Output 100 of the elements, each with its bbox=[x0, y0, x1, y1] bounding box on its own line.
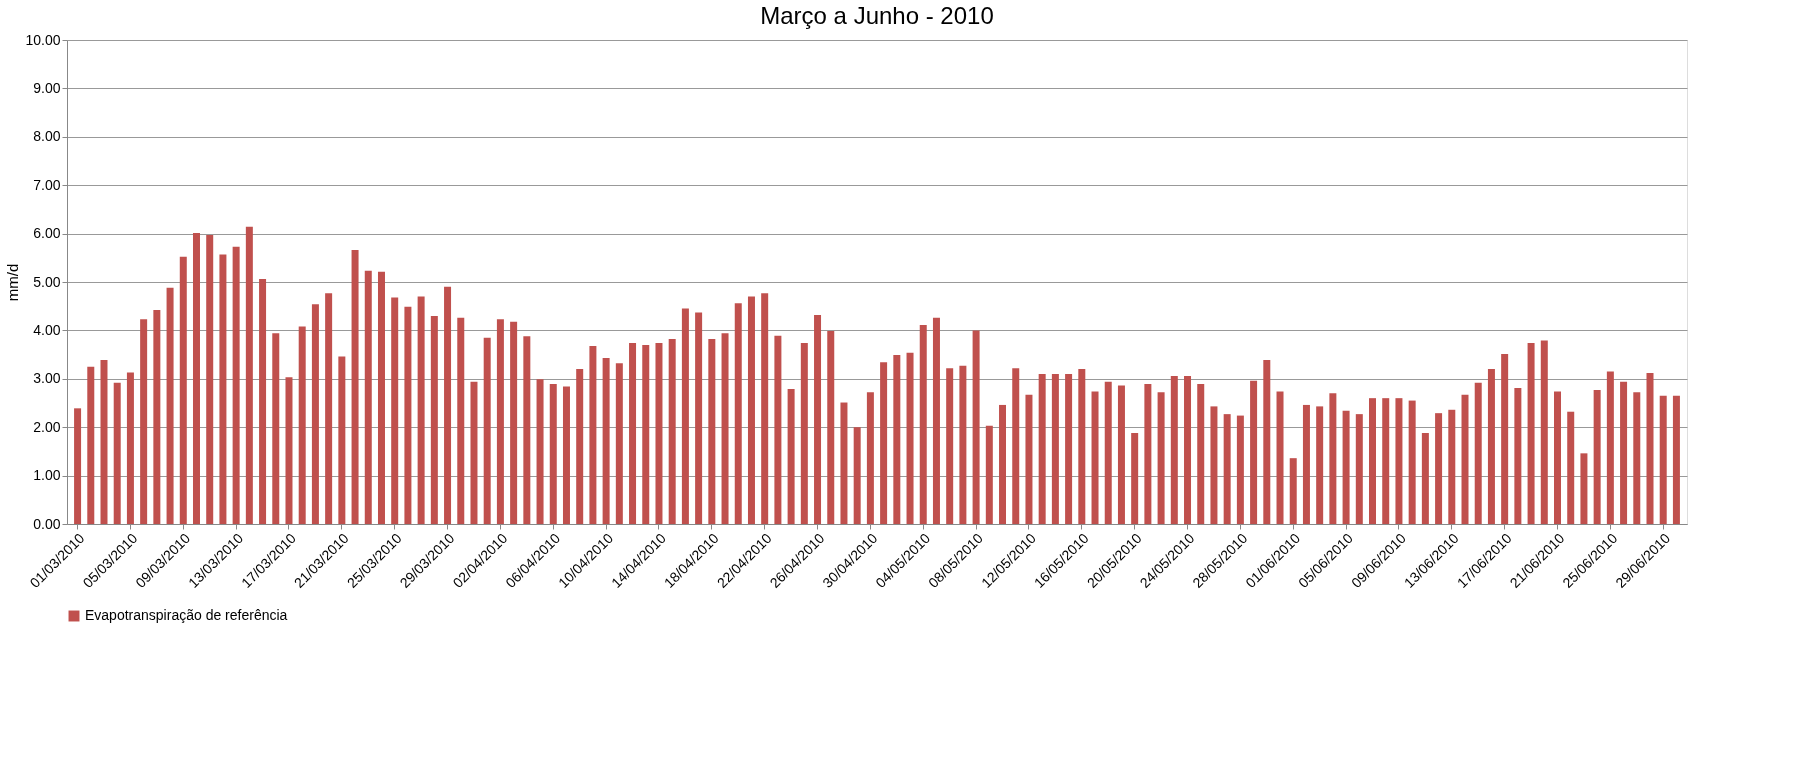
bar bbox=[1012, 368, 1020, 524]
bar bbox=[1395, 398, 1403, 524]
bar bbox=[430, 315, 438, 524]
bar bbox=[1329, 393, 1337, 524]
bar bbox=[1540, 340, 1548, 524]
bar bbox=[946, 368, 954, 524]
y-axis-title: mm/d bbox=[4, 263, 22, 302]
bar bbox=[919, 325, 927, 524]
bar bbox=[1408, 400, 1416, 524]
bar bbox=[1157, 392, 1165, 524]
bar bbox=[259, 279, 267, 524]
y-tick-label: 7.00 bbox=[33, 176, 61, 193]
bar bbox=[893, 355, 901, 524]
bar bbox=[734, 303, 742, 524]
bar bbox=[206, 235, 214, 524]
bar bbox=[906, 352, 914, 524]
legend-label: Evapotranspiração de referência bbox=[85, 607, 288, 623]
bar bbox=[549, 384, 557, 524]
bar bbox=[629, 342, 637, 524]
bar bbox=[1302, 404, 1310, 524]
bar bbox=[1369, 398, 1377, 524]
bar bbox=[232, 246, 240, 524]
bar bbox=[364, 270, 372, 524]
y-tick-label: 8.00 bbox=[33, 128, 61, 145]
bar bbox=[87, 366, 95, 524]
bar bbox=[1672, 395, 1680, 524]
bar bbox=[311, 304, 319, 524]
bar bbox=[391, 297, 399, 524]
bar bbox=[642, 344, 650, 524]
bar bbox=[1659, 395, 1667, 524]
bar bbox=[1435, 413, 1443, 524]
bar bbox=[74, 408, 82, 524]
bar bbox=[1131, 433, 1139, 524]
bar bbox=[113, 382, 121, 524]
bar bbox=[668, 339, 676, 524]
bar bbox=[1448, 409, 1456, 524]
bar bbox=[496, 319, 504, 524]
bar bbox=[444, 286, 452, 524]
bar bbox=[1263, 359, 1271, 524]
bar bbox=[959, 365, 967, 524]
bar bbox=[1606, 371, 1614, 524]
bar bbox=[298, 326, 306, 524]
bar bbox=[681, 308, 689, 524]
bar bbox=[126, 372, 134, 524]
bar bbox=[814, 314, 822, 524]
bar bbox=[1276, 391, 1284, 524]
bar bbox=[655, 342, 663, 524]
bar bbox=[615, 363, 623, 524]
bar bbox=[1184, 375, 1192, 524]
bar bbox=[866, 392, 874, 524]
y-tick-label: 9.00 bbox=[33, 79, 61, 96]
bar bbox=[1593, 389, 1601, 524]
bar bbox=[1104, 381, 1112, 524]
bar bbox=[351, 250, 359, 524]
bar bbox=[523, 336, 531, 524]
bar bbox=[827, 330, 835, 524]
bar bbox=[1038, 373, 1046, 524]
bar bbox=[1382, 398, 1390, 524]
bar bbox=[245, 226, 253, 524]
y-tick-label: 2.00 bbox=[33, 418, 61, 435]
bar bbox=[470, 381, 478, 524]
y-tick-label: 3.00 bbox=[33, 370, 61, 387]
bar bbox=[589, 345, 597, 524]
bar bbox=[1514, 388, 1522, 524]
bar bbox=[1250, 380, 1258, 524]
bar bbox=[1342, 410, 1350, 524]
bar bbox=[1580, 453, 1588, 524]
bar bbox=[1091, 391, 1099, 524]
bar bbox=[510, 321, 518, 524]
bar bbox=[721, 333, 729, 524]
bar bbox=[404, 306, 412, 524]
y-tick-label: 10.00 bbox=[25, 31, 61, 48]
y-tick-label: 4.00 bbox=[33, 321, 61, 338]
bar bbox=[1461, 394, 1469, 524]
bar bbox=[1236, 415, 1244, 524]
bar bbox=[853, 427, 861, 524]
bar bbox=[774, 335, 782, 524]
bar bbox=[192, 233, 200, 524]
bar bbox=[972, 330, 980, 524]
bar bbox=[100, 359, 108, 524]
bar bbox=[1051, 373, 1059, 524]
bar bbox=[140, 319, 148, 524]
bar bbox=[1197, 384, 1205, 524]
bar bbox=[1355, 414, 1363, 524]
bar bbox=[1567, 411, 1575, 524]
bar bbox=[1474, 382, 1482, 524]
bar bbox=[932, 317, 940, 524]
bar bbox=[695, 312, 703, 524]
bar bbox=[800, 342, 808, 524]
bar bbox=[787, 388, 795, 524]
bar bbox=[377, 271, 385, 524]
bar bbox=[1078, 369, 1086, 524]
bar bbox=[1633, 392, 1641, 524]
y-tick-label: 5.00 bbox=[33, 273, 61, 290]
bar bbox=[1289, 458, 1297, 524]
bar bbox=[999, 404, 1007, 524]
bar bbox=[285, 377, 293, 524]
bar bbox=[1487, 369, 1495, 524]
bar bbox=[1620, 381, 1628, 524]
bar bbox=[1144, 384, 1152, 524]
